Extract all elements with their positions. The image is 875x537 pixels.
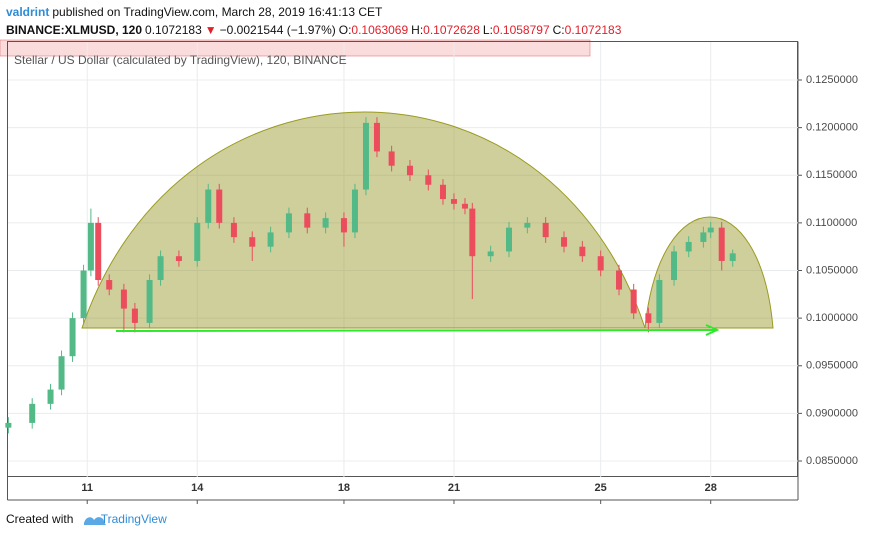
header-bar [0, 39, 591, 57]
x-tick-label: 28 [705, 482, 717, 494]
candle-body [685, 241, 692, 252]
candle-body [95, 222, 102, 281]
x-tick-label: 21 [448, 482, 460, 494]
candle-body [406, 165, 413, 176]
candle-body [630, 289, 637, 314]
symbol: BINANCE:XLMUSD, 120 [6, 23, 143, 37]
y-tick-label: 0.1200000 [806, 122, 858, 134]
ohlc-label: H: [411, 23, 424, 37]
candle-body [524, 222, 531, 228]
candle-body [461, 203, 468, 209]
ohlc-label: O: [338, 23, 352, 37]
candle-body [616, 270, 623, 290]
candle-body [5, 422, 12, 428]
ohlc-label: C: [552, 23, 565, 37]
y-tick-label: 0.1250000 [806, 74, 858, 86]
y-tick-label: 0.1050000 [806, 264, 858, 276]
ohlc-value: 0.1072183 [564, 23, 622, 37]
candle-body [304, 213, 311, 228]
candle-body [425, 175, 432, 185]
candle-body [729, 253, 736, 261]
ohlc-label: L: [482, 23, 493, 37]
brand[interactable]: TradingView [100, 512, 167, 526]
arrow-line [115, 329, 717, 332]
candle-body [157, 256, 164, 281]
candle-body [80, 270, 87, 319]
created-with: Created with [6, 512, 74, 526]
candle-body [194, 222, 201, 261]
candle-body [561, 237, 568, 247]
y-tick-label: 0.1000000 [806, 312, 858, 324]
y-tick-label: 0.1150000 [806, 169, 857, 181]
candle-body [146, 280, 153, 323]
candle-body [285, 213, 292, 233]
chart-subtitle: Stellar / US Dollar (calculated by Tradi… [14, 53, 347, 67]
last-price: 0.1072183 [145, 23, 202, 37]
candle-body [388, 151, 395, 166]
candle-body [707, 227, 714, 233]
x-tick-label: 25 [595, 482, 607, 494]
x-tick-label: 18 [338, 482, 350, 494]
candle-body [439, 184, 446, 200]
cup-arc [81, 111, 646, 329]
header-line-2: BINANCE:XLMUSD, 120 0.1072183 ▼ −0.0021544 … [6, 23, 624, 37]
y-tick-label: 0.0950000 [806, 360, 858, 372]
support-arrow [115, 324, 720, 336]
candle-body [542, 222, 549, 238]
candle-body [645, 313, 652, 323]
brand-logo [84, 517, 106, 525]
candle-body [700, 232, 707, 242]
x-tick-label: 14 [191, 482, 204, 494]
change: −0.0021544 (−1.97%) [219, 23, 336, 37]
change-arrow: ▼ [204, 23, 217, 37]
candle-body [205, 189, 212, 223]
candle-body [671, 251, 678, 281]
candle-body [230, 222, 237, 238]
candle-body [131, 308, 138, 323]
candle-body [249, 237, 256, 247]
candle-body [450, 199, 457, 204]
candle-body [469, 208, 476, 257]
ohlc-value: 0.1063069 [351, 23, 409, 37]
handle-arc [644, 216, 774, 329]
candle-body [267, 232, 274, 247]
candle-body [351, 189, 358, 233]
candle-body [175, 256, 182, 261]
ohlc-value: 0.1058797 [492, 23, 550, 37]
candle-body [29, 403, 36, 423]
candle-body [322, 218, 329, 228]
y-tick-label: 0.1100000 [806, 217, 857, 229]
candle-body [718, 227, 725, 261]
header-line-1: valdrint published on TradingView.com, Ma… [6, 5, 385, 19]
logo-cloud [84, 517, 106, 525]
y-tick-label: 0.0850000 [806, 455, 858, 467]
ohlc-value: 0.1072628 [423, 23, 480, 37]
published: published on TradingView.com, March 28, … [52, 5, 383, 19]
footer: Created with TradingView [6, 512, 167, 526]
candle-body [47, 389, 54, 404]
y-tick-label: 0.0900000 [806, 407, 858, 419]
candle-body [69, 318, 76, 357]
candle-body [579, 246, 586, 257]
candle-body [58, 356, 65, 390]
x-tick-label: 11 [81, 482, 93, 494]
candles [5, 117, 736, 434]
pattern-drawings [81, 111, 774, 329]
candle-body [505, 227, 512, 252]
candle-body [340, 218, 347, 233]
candle-body [487, 251, 494, 257]
candle-body [656, 280, 663, 323]
candle-body [87, 222, 94, 271]
candle-body [216, 189, 223, 223]
candle-body [120, 289, 127, 309]
candle-body [373, 122, 380, 152]
candle-body [106, 280, 113, 290]
arrow-head [705, 324, 720, 336]
candle-body [597, 256, 604, 271]
candle-body [362, 122, 369, 190]
author[interactable]: valdrint [6, 5, 50, 19]
